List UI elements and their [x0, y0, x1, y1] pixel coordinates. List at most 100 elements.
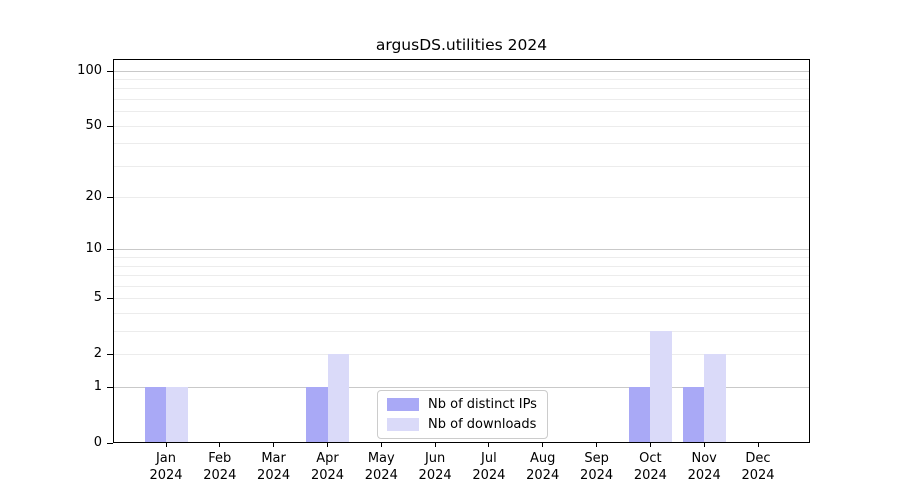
- x-tick-aug: [542, 443, 544, 447]
- x-tick-jan: [165, 443, 167, 447]
- y-tick-100: [107, 70, 113, 72]
- y-tick-label-100: 100: [77, 62, 102, 78]
- plot-area: [113, 59, 810, 443]
- y-tick-label-1: 1: [93, 379, 102, 394]
- x-tick-month: Dec: [745, 451, 771, 466]
- legend-row: Nb of distinct IPs: [387, 396, 537, 413]
- x-tick-month: Jan: [155, 451, 177, 466]
- x-tick-label-jan: Jan 2024: [134, 450, 198, 484]
- x-tick-label-apr: Apr 2024: [296, 450, 360, 484]
- bar-nb-of-downloads-apr: [327, 354, 349, 443]
- x-tick-mar: [273, 443, 275, 447]
- x-tick-month: Mar: [261, 451, 286, 466]
- x-tick-year: 2024: [203, 468, 237, 483]
- x-tick-label-aug: Aug 2024: [511, 450, 575, 484]
- x-tick-label-feb: Feb 2024: [188, 450, 252, 484]
- legend-label: Nb of downloads: [428, 417, 537, 432]
- gridline-major-10: [113, 249, 810, 251]
- x-tick-year: 2024: [687, 468, 721, 483]
- y-tick-10: [107, 249, 113, 251]
- x-tick-year: 2024: [418, 468, 452, 483]
- x-tick-year: 2024: [257, 468, 291, 483]
- x-tick-year: 2024: [526, 468, 560, 483]
- y-tick-label-20: 20: [85, 189, 102, 205]
- legend-label: Nb of distinct IPs: [428, 397, 537, 412]
- x-tick-sep: [596, 443, 598, 447]
- x-tick-month: May: [367, 451, 395, 466]
- legend-row: Nb of downloads: [387, 416, 537, 433]
- x-tick-label-dec: Dec 2024: [726, 450, 790, 484]
- x-tick-month: Jun: [424, 451, 446, 466]
- x-tick-year: 2024: [633, 468, 667, 483]
- y-tick-label-5: 5: [93, 290, 102, 306]
- y-tick-label-0: 0: [93, 435, 102, 450]
- y-tick-0: [107, 443, 113, 444]
- legend-swatch-nb-of-downloads: [387, 418, 419, 431]
- gridline-minor-50: [113, 125, 810, 127]
- bar-nb-of-downloads-nov: [704, 354, 726, 443]
- gridline-minor-60: [113, 111, 810, 113]
- bar-nb-of-downloads-oct: [650, 331, 672, 443]
- gridline-minor-9: [113, 257, 810, 259]
- gridline-minor-2: [113, 354, 810, 356]
- gridline-minor-8: [113, 265, 810, 267]
- y-tick-5: [107, 298, 113, 300]
- gridline-minor-90: [113, 78, 810, 80]
- x-tick-label-nov: Nov 2024: [672, 450, 736, 484]
- x-tick-year: 2024: [741, 468, 775, 483]
- y-tick-label-2: 2: [93, 346, 102, 362]
- x-tick-month: Jul: [481, 451, 497, 466]
- gridline-major-1: [113, 387, 810, 388]
- x-tick-year: 2024: [472, 468, 506, 483]
- x-tick-month: Oct: [639, 451, 662, 466]
- gridline-major-100: [113, 70, 810, 72]
- x-tick-month: Aug: [529, 451, 556, 466]
- y-tick-label-10: 10: [85, 241, 102, 257]
- y-tick-label-50: 50: [85, 117, 102, 133]
- x-tick-apr: [327, 443, 328, 447]
- gridline-minor-20: [113, 197, 810, 199]
- bar-nb-of-distinct-ips-apr: [306, 387, 328, 443]
- x-tick-label-mar: Mar 2024: [242, 450, 306, 484]
- x-tick-jul: [488, 443, 490, 447]
- x-tick-month: Nov: [691, 451, 717, 466]
- bar-nb-of-distinct-ips-oct: [628, 387, 651, 443]
- y-tick-20: [107, 197, 113, 199]
- x-tick-year: 2024: [364, 468, 398, 483]
- gridline-minor-4: [113, 313, 810, 315]
- x-tick-year: 2024: [149, 468, 183, 483]
- bar-nb-of-distinct-ips-nov: [682, 387, 705, 443]
- x-tick-nov: [703, 443, 705, 447]
- x-tick-feb: [219, 443, 221, 447]
- x-tick-dec: [757, 443, 759, 447]
- x-tick-label-oct: Oct 2024: [618, 450, 682, 484]
- x-tick-month: Sep: [584, 451, 609, 466]
- y-tick-50: [107, 125, 113, 127]
- y-tick-1: [107, 387, 113, 388]
- x-tick-label-may: May 2024: [349, 450, 413, 484]
- gridline-minor-3: [113, 331, 810, 333]
- x-tick-jun: [434, 443, 436, 447]
- gridline-minor-7: [113, 275, 810, 277]
- gridline-minor-5: [113, 298, 810, 300]
- x-tick-year: 2024: [580, 468, 614, 483]
- x-tick-label-jun: Jun 2024: [403, 450, 467, 484]
- x-tick-label-jul: Jul 2024: [457, 450, 521, 484]
- gridline-minor-70: [113, 98, 810, 100]
- legend-swatch-nb-of-distinct-ips: [387, 398, 419, 411]
- x-tick-label-sep: Sep 2024: [565, 450, 629, 484]
- gridline-minor-6: [113, 285, 810, 287]
- gridline-minor-80: [113, 88, 810, 90]
- bar-nb-of-downloads-jan: [166, 387, 188, 443]
- x-tick-month: Feb: [208, 451, 232, 466]
- legend: Nb of distinct IPs Nb of downloads: [377, 390, 548, 439]
- y-tick-2: [107, 354, 113, 356]
- chart-title: argusDS.utilities 2024: [375, 36, 548, 54]
- x-tick-oct: [649, 443, 651, 447]
- gridline-minor-40: [113, 143, 810, 145]
- x-tick-month: Apr: [316, 451, 339, 466]
- gridline-minor-30: [113, 165, 810, 167]
- x-tick-year: 2024: [310, 468, 345, 483]
- x-tick-may: [380, 443, 382, 447]
